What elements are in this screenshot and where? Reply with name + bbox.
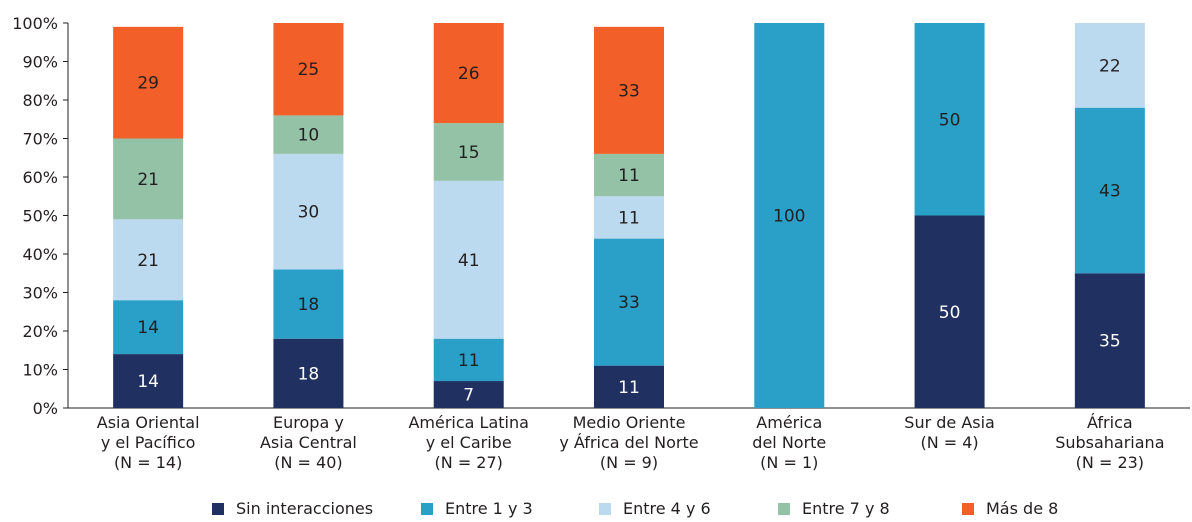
category-label: (N = 1) bbox=[760, 453, 818, 472]
bar-segment bbox=[273, 153, 344, 270]
y-tick-label: 70% bbox=[22, 130, 58, 149]
data-label: 11 bbox=[618, 208, 640, 228]
data-label: 18 bbox=[298, 364, 320, 384]
bar-segment bbox=[113, 354, 184, 408]
bar-segment bbox=[433, 123, 504, 181]
category-label: América bbox=[756, 413, 822, 432]
bar-segment bbox=[1074, 273, 1145, 408]
data-label: 41 bbox=[458, 251, 480, 271]
data-label: 14 bbox=[137, 318, 159, 338]
category-label: Subsahariana bbox=[1055, 433, 1164, 452]
bar-segment bbox=[113, 26, 184, 139]
axes: 0% 10% 20% 30% 40% 50% 60% 70% 80% 90% 100% bbox=[12, 14, 1190, 418]
category-label: Sur de Asia bbox=[904, 413, 995, 432]
legend-swatch bbox=[599, 503, 611, 515]
bar-segment bbox=[433, 23, 504, 124]
category-label: Medio Oriente bbox=[573, 413, 686, 432]
y-tick-label: 80% bbox=[22, 91, 58, 110]
y-tick-label: 40% bbox=[22, 245, 58, 264]
data-label: 25 bbox=[298, 60, 320, 80]
bar-segment bbox=[1074, 107, 1145, 274]
data-label: 35 bbox=[1099, 332, 1121, 352]
data-label: 33 bbox=[618, 293, 640, 313]
bar-segment bbox=[113, 219, 184, 301]
bar-segment bbox=[273, 338, 344, 408]
category-label: Asia Central bbox=[260, 433, 357, 452]
bar-segment bbox=[113, 138, 184, 220]
y-tick-label: 30% bbox=[22, 284, 58, 303]
data-label: 15 bbox=[458, 143, 480, 163]
legend-label: Más de 8 bbox=[986, 499, 1058, 518]
bar-segment bbox=[273, 23, 344, 116]
legend-label: Entre 4 y 6 bbox=[623, 499, 711, 518]
category-label: Asia Oriental bbox=[97, 413, 200, 432]
data-label: 11 bbox=[458, 351, 480, 371]
data-label: 11 bbox=[618, 166, 640, 186]
y-tick-label: 90% bbox=[22, 53, 58, 72]
bar-segment bbox=[433, 381, 504, 408]
category-label: Europa y bbox=[273, 413, 344, 432]
data-label: 14 bbox=[137, 372, 159, 392]
data-label: 10 bbox=[298, 126, 320, 146]
category-label: África bbox=[1087, 413, 1133, 432]
category-label: (N = 4) bbox=[920, 433, 978, 452]
legend-swatch bbox=[962, 503, 974, 515]
bar-segment bbox=[594, 26, 664, 154]
category-label: (N = 14) bbox=[114, 453, 182, 472]
data-label: 7 bbox=[463, 386, 474, 406]
legend-swatch bbox=[212, 503, 224, 515]
y-tick-label: 10% bbox=[22, 361, 58, 380]
legend-swatch bbox=[421, 503, 433, 515]
category-label: (N = 9) bbox=[600, 453, 658, 472]
category-label: del Norte bbox=[752, 433, 826, 452]
data-label: 100 bbox=[773, 207, 805, 227]
category-label: y el Pacífico bbox=[101, 433, 196, 452]
bar-segment bbox=[273, 269, 344, 339]
legend-label: Entre 1 y 3 bbox=[445, 499, 533, 518]
data-label: 29 bbox=[137, 74, 159, 94]
data-label: 30 bbox=[298, 203, 320, 223]
data-label: 11 bbox=[618, 378, 640, 398]
bar-segment bbox=[914, 23, 985, 216]
y-tick-label: 50% bbox=[22, 207, 58, 226]
category-label: y el Caribe bbox=[426, 433, 512, 452]
y-tick-label: 60% bbox=[22, 168, 58, 187]
bar-segment bbox=[754, 23, 825, 408]
bar-segment bbox=[1074, 23, 1145, 108]
data-label: 26 bbox=[458, 64, 480, 84]
bar-segment bbox=[433, 338, 504, 382]
bar-segment bbox=[594, 238, 664, 366]
legend-label: Entre 7 y 8 bbox=[802, 499, 890, 518]
bar-segment bbox=[594, 196, 664, 239]
category-label: (N = 23) bbox=[1076, 453, 1144, 472]
data-label: 18 bbox=[298, 295, 320, 315]
data-label: 50 bbox=[939, 110, 961, 130]
data-label: 43 bbox=[1099, 181, 1121, 201]
data-label: 33 bbox=[618, 81, 640, 101]
category-label: (N = 40) bbox=[274, 453, 342, 472]
category-label: (N = 27) bbox=[435, 453, 503, 472]
bar-segment bbox=[594, 153, 664, 197]
data-label: 21 bbox=[137, 170, 159, 190]
y-tick-label: 100% bbox=[12, 14, 58, 33]
bar-segment bbox=[273, 115, 344, 154]
bar-segment bbox=[433, 180, 504, 339]
bar-segment bbox=[914, 215, 985, 408]
data-label: 22 bbox=[1099, 56, 1121, 76]
legend-swatch bbox=[778, 503, 790, 515]
bars: 14 14 21 21 29 18 18 30 10 25 7 11 41 15 26 11 33 11 11 33 1… bbox=[113, 23, 1145, 408]
bar-segment bbox=[594, 365, 664, 408]
y-tick-label: 0% bbox=[33, 399, 58, 418]
category-label: América Latina bbox=[408, 413, 528, 432]
y-tick-label: 20% bbox=[22, 322, 58, 341]
data-label: 50 bbox=[939, 303, 961, 323]
data-label: 21 bbox=[137, 251, 159, 271]
legend: Sin interacciones Entre 1 y 3 Entre 4 y 6 E… bbox=[212, 499, 1058, 518]
category-label: y África del Norte bbox=[559, 433, 698, 452]
legend-label: Sin interacciones bbox=[236, 499, 373, 518]
bar-segment bbox=[113, 300, 184, 355]
